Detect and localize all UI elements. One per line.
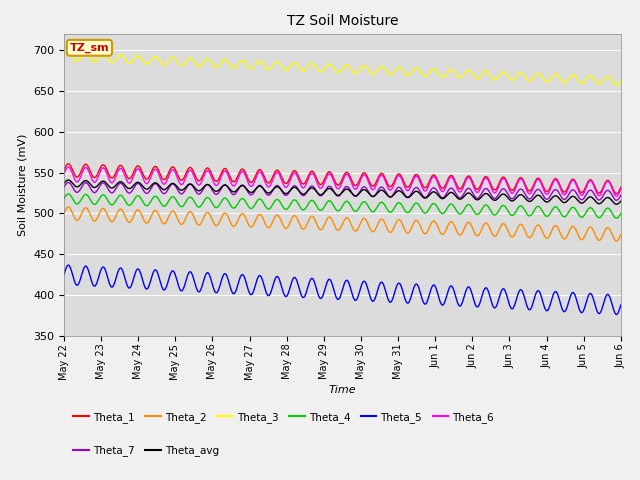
- Text: TZ_sm: TZ_sm: [70, 43, 109, 53]
- Y-axis label: Soil Moisture (mV): Soil Moisture (mV): [17, 133, 28, 236]
- X-axis label: Time: Time: [328, 385, 356, 395]
- Title: TZ Soil Moisture: TZ Soil Moisture: [287, 14, 398, 28]
- Legend: Theta_7, Theta_avg: Theta_7, Theta_avg: [69, 441, 223, 460]
